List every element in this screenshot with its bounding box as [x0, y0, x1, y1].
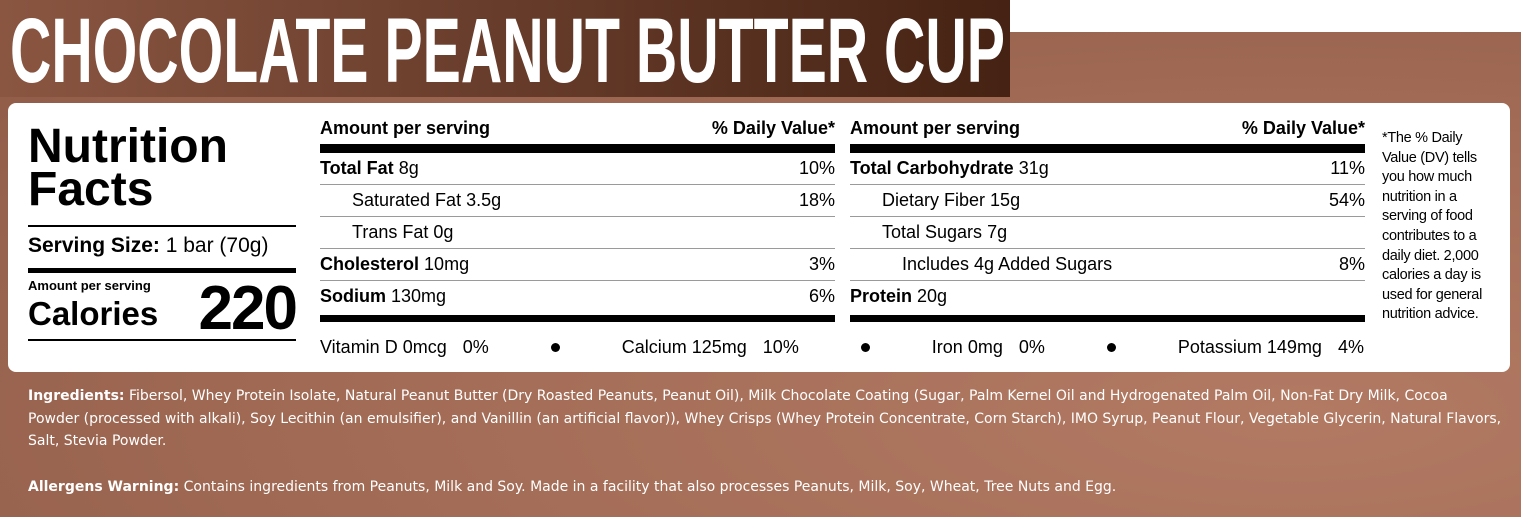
rule	[28, 268, 296, 273]
vitamin-amount: 149mg	[1266, 337, 1322, 357]
vitamin: Calcium 125mg 10%	[622, 337, 799, 358]
rule	[28, 225, 296, 227]
vitamin: Iron 0mg 0%	[932, 337, 1045, 358]
daily-value: 11%	[1330, 158, 1365, 178]
nutrient-amount: 31g	[1018, 158, 1049, 178]
nutrient-label: Trans Fat	[352, 222, 429, 242]
daily-value: 54%	[1328, 190, 1365, 210]
vitamin-name: Iron	[931, 337, 963, 357]
ingredients: Ingredients: Fibersol, Whey Protein Isol…	[28, 385, 1503, 453]
daily-value: 3%	[808, 254, 835, 274]
nutrient-column: Amount per serving % Daily Value* Total Ca…	[850, 103, 1365, 372]
daily-value: 6%	[808, 286, 835, 306]
column-header-left: Amount per serving	[850, 118, 1021, 138]
daily-value: 18%	[798, 190, 835, 210]
vitamin-name-amount: Vitamin D 0mcg	[320, 337, 447, 358]
thick-rule	[850, 144, 1365, 153]
vitamin: Potassium 149mg 4%	[1178, 337, 1364, 358]
calories-label: Calories	[28, 295, 159, 332]
nutrient-label: Includes 4g Added Sugars	[902, 254, 1113, 274]
nutrient-row: Sodium 130mg 6%	[320, 281, 835, 312]
nutrient-column: Amount per serving % Daily Value* Total Fa…	[320, 103, 835, 372]
vitamin-name-amount: Iron 0mg	[932, 337, 1003, 358]
vitamin-amount: 0mcg	[402, 337, 447, 357]
bullet	[860, 343, 870, 352]
nutrient-row: Protein 20g	[850, 281, 1365, 312]
vitamin-name: Vitamin D	[320, 337, 398, 357]
footnote: *The % Daily Value (DV) tells you how mu…	[1382, 130, 1482, 323]
bullet	[550, 343, 560, 352]
daily-value: 10%	[798, 158, 835, 178]
nutrient-amount: 130mg	[391, 286, 447, 306]
vitamins: Vitamin D 0mcg 0% Calcium 125mg 10% Iron 0mg…	[320, 337, 1364, 358]
vitamin-name-amount: Calcium 125mg	[622, 337, 747, 358]
daily-value: 8%	[1338, 254, 1365, 274]
nutrient-row: Total Sugars 7g	[850, 217, 1365, 249]
nutrient-label: Saturated Fat	[352, 190, 462, 210]
nutrient-amount: 15g	[990, 190, 1021, 210]
allergens: Allergens Warning: Contains ingredients …	[28, 476, 1503, 499]
nutrient-amount: 20g	[917, 286, 948, 306]
serving-label: Serving Size:	[28, 234, 160, 257]
nutrient-amount: 0g	[433, 222, 454, 242]
serving-value: 1 bar (70g)	[165, 234, 269, 257]
nutrient-label: Total Carbohydrate	[850, 158, 1014, 178]
title: CHOCOLATE PEANUT BUTTER CUP	[10, 0, 1005, 97]
vitamin-name: Calcium	[621, 337, 687, 357]
title-banner: CHOCOLATE PEANUT BUTTER CUP	[0, 0, 1010, 97]
column-header-left: Amount per serving	[320, 118, 491, 138]
nutrient-label: Dietary Fiber	[882, 190, 986, 210]
nutrient-label: Protein	[850, 286, 913, 306]
bullet	[1106, 343, 1116, 352]
banner-bg	[0, 0, 1010, 97]
vitamin-amount: 0mg	[967, 337, 1003, 357]
vitamin: Vitamin D 0mcg 0%	[320, 337, 489, 358]
vitamin-name-amount: Potassium 149mg	[1178, 337, 1322, 358]
nutrient-label: Total Fat	[320, 158, 394, 178]
nutrient-amount: 8g	[398, 158, 419, 178]
ingredients-label: Ingredients:	[28, 388, 125, 404]
thick-rule	[320, 144, 835, 153]
nutrient-row: Dietary Fiber 15g 54%	[850, 185, 1365, 217]
nutrient-label: Total Sugars	[882, 222, 983, 242]
vitamin-dv: 10%	[762, 337, 799, 357]
vitamin-name: Potassium	[1177, 337, 1262, 357]
column-header-right: % Daily Value*	[1241, 118, 1365, 138]
vitamin-amount: 125mg	[691, 337, 747, 357]
nutrient-row: Total Carbohydrate 31g 11%	[850, 153, 1365, 185]
allergens-text: Contains ingredients from Peanuts, Milk …	[183, 479, 1117, 495]
nutrient-amount: 3.5g	[466, 190, 502, 210]
thick-rule	[320, 315, 835, 322]
nutrient-row: Saturated Fat 3.5g 18%	[320, 185, 835, 217]
amount-label: Amount per serving	[28, 278, 151, 293]
nutrient-amount: 10mg	[424, 254, 470, 274]
column-header-right: % Daily Value*	[711, 118, 835, 138]
nutrient-row: Cholesterol 10mg 3%	[320, 249, 835, 281]
nutrition-panel: Nutrition Facts Serving Size: 1 bar (70g…	[8, 103, 1510, 372]
allergens-label: Allergens Warning:	[28, 479, 180, 495]
ingredients-text: Fibersol, Whey Protein Isolate, Natural …	[28, 388, 1502, 449]
vitamin-dv: 0%	[462, 337, 489, 357]
serving-size: Serving Size: 1 bar (70g)	[28, 234, 268, 258]
nutrient-label: Sodium	[320, 286, 386, 306]
nutrient-label: Cholesterol	[320, 254, 420, 274]
facts-heading: Nutrition Facts	[28, 120, 228, 216]
vitamin-dv: 0%	[1018, 337, 1045, 357]
calories-value: 220	[198, 274, 298, 343]
rule	[28, 339, 296, 341]
thick-rule	[850, 315, 1365, 322]
nutrient-row: Trans Fat 0g	[320, 217, 835, 249]
nutrient-amount: 7g	[987, 222, 1008, 242]
vitamin-dv: 4%	[1337, 337, 1364, 357]
nutrient-row: Total Fat 8g 10%	[320, 153, 835, 185]
nutrient-row: Includes 4g Added Sugars 8%	[850, 249, 1365, 281]
